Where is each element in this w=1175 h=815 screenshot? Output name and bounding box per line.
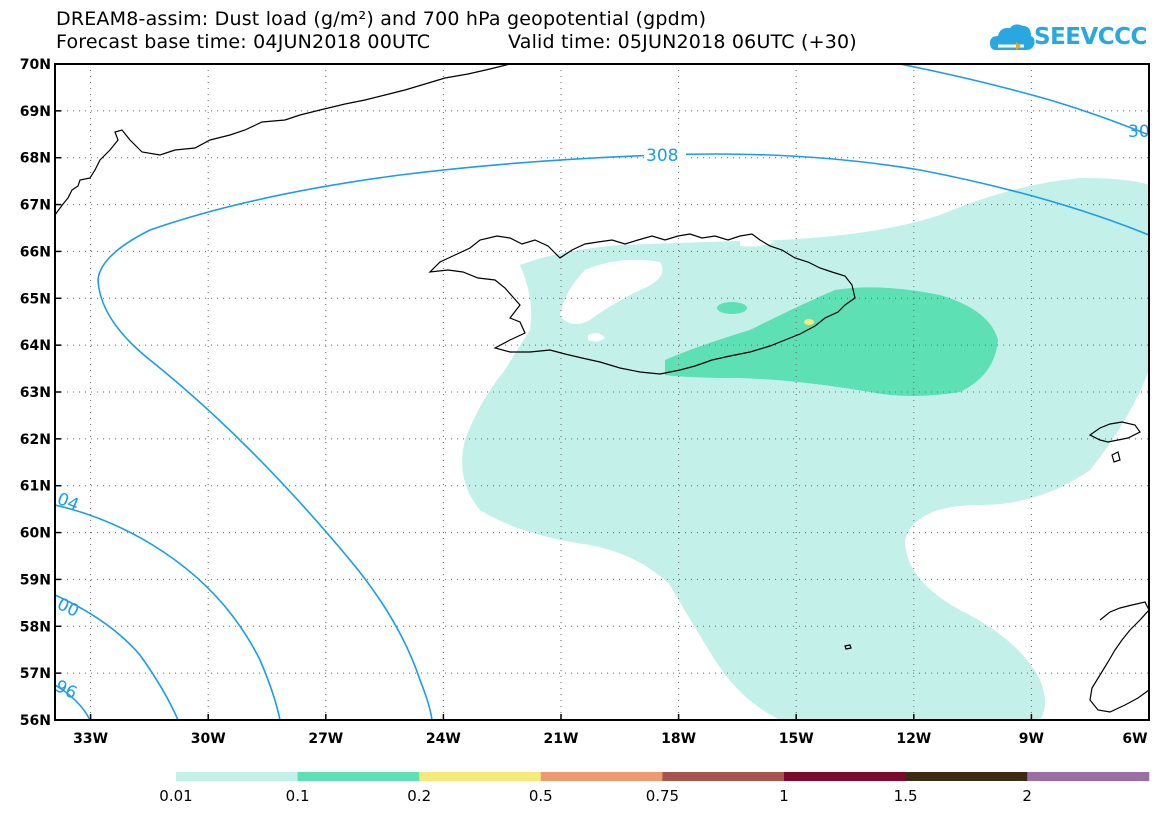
dust-area-mid [665,287,998,396]
lat-label: 58N [20,619,51,635]
longitude-labels: 33W 30W 27W 24W 21W 18W 15W 12W 9W 6W [73,731,1147,747]
lon-label: 9W [1019,731,1044,747]
contour-304 [55,504,281,720]
lon-label: 24W [426,731,461,747]
contour-label: 308 [646,146,678,166]
tick-marks [55,63,1150,721]
legend-label: 0.01 [159,787,192,805]
valid-time: Valid time: 05JUN2018 06UTC (+30) [508,31,857,53]
lon-label: 27W [308,731,343,747]
legend-swatch [419,772,542,781]
legend: 0.01 0.1 0.2 0.5 0.75 1 1.5 2 [159,772,1150,805]
lon-label: 18W [661,731,696,747]
lat-label: 69N [20,104,51,120]
contour-296 [55,684,91,720]
contour-300 [55,594,179,720]
dust-spot-mid [717,302,747,314]
lat-label: 70N [20,57,51,73]
dust-load-field [462,178,1149,720]
coastlines [55,64,1149,713]
contour-label: 96 [52,676,80,703]
iceland-coast [428,233,856,375]
lat-label: 68N [20,151,51,167]
contour-top-right [899,64,1149,136]
chart-subtitle: Forecast base time: 04JUN2018 00UTC Valid… [56,31,857,53]
faroe-coast [1088,421,1141,463]
lon-label: 15W [779,731,814,747]
legend-swatch [176,772,299,781]
legend-label: 1 [779,787,789,805]
contour-label: 30 [1128,122,1150,142]
contour-label: 00 [54,594,82,621]
lat-label: 63N [20,385,51,401]
lat-label: 67N [20,198,51,214]
lon-label: 6W [1122,731,1147,747]
logo-text: SEEVCCC [1034,24,1147,50]
legend-swatch [297,772,420,781]
dust-gap [560,259,663,324]
scotland-coast [1089,601,1149,713]
legend-swatch [905,772,1028,781]
island-coast [844,644,852,650]
cloud-logo-icon [990,24,1035,50]
legend-swatch [1027,772,1150,781]
lon-label: 33W [73,731,108,747]
chart-title: DREAM8-assim: Dust load (g/m²) and 700 h… [56,8,707,30]
lat-label: 64N [20,338,51,354]
dust-spot-high [804,319,814,325]
legend-label: 0.5 [529,787,553,805]
lat-label: 62N [20,432,51,448]
lat-label: 57N [20,666,51,682]
lat-label: 60N [20,526,51,542]
legend-label: 0.75 [646,787,679,805]
geopotential-contours [55,64,1149,720]
forecast-base-time: Forecast base time: 04JUN2018 00UTC [56,31,431,53]
dust-gap [588,333,605,342]
legend-label: 1.5 [894,787,918,805]
contour-308 [97,153,1149,720]
lat-label: 66N [20,244,51,260]
latitude-labels: 70N 69N 68N 67N 66N 65N 64N 63N 62N 61N 60N 59N 58N 5… [20,57,51,729]
lon-label: 12W [896,731,931,747]
lat-label: 65N [20,291,51,307]
lat-label: 59N [20,572,51,588]
lat-label: 56N [20,713,51,729]
legend-label: 0.1 [286,787,310,805]
legend-label: 2 [1022,787,1032,805]
legend-swatch [662,772,785,781]
lat-label: 61N [20,479,51,495]
lon-label: 30W [191,731,226,747]
greenland-coast [55,64,511,216]
legend-label: 0.2 [407,787,431,805]
dust-area-low [462,178,1149,720]
legend-swatch [540,772,663,781]
legend-swatch [784,772,907,781]
lon-label: 21W [544,731,579,747]
